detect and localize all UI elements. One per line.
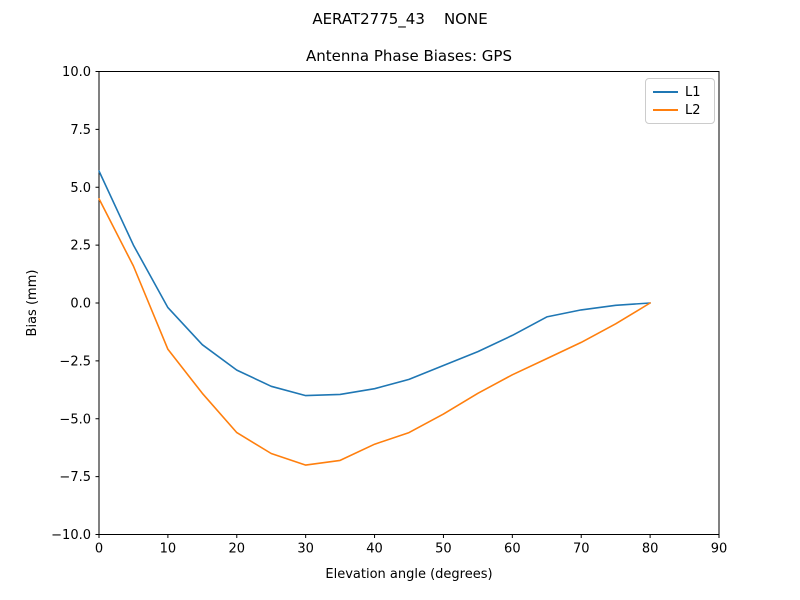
- x-tick-label: 20: [229, 542, 246, 557]
- y-tick-label: −5.0: [59, 412, 91, 427]
- axis-ticks: 0 10 20 30 40 50 60 70 80 90 −10.0 −7.5 −5.0 −2.5 0.0 2…: [51, 65, 727, 557]
- legend-entry-l2: L2: [653, 104, 707, 117]
- series-line-l1: [98, 170, 651, 397]
- x-tick-label: 50: [435, 542, 452, 557]
- y-tick-label: −2.5: [59, 354, 91, 369]
- legend-line-swatch-l1: [653, 91, 678, 93]
- legend-entry-l1: L1: [653, 86, 707, 99]
- y-tick-label: 7.5: [70, 123, 91, 138]
- axes-title: Antenna Phase Biases: GPS: [306, 47, 512, 65]
- y-tick-label: −7.5: [59, 470, 91, 485]
- y-tick-label: 10.0: [62, 65, 91, 80]
- legend-label-l1: L1: [685, 84, 701, 100]
- figure-title: AERAT2775_43 NONE: [312, 10, 488, 28]
- axes-spines: [98, 71, 720, 535]
- x-tick-label: 70: [573, 542, 590, 557]
- y-tick-label: 5.0: [70, 181, 91, 196]
- y-tick-label: 0.0: [70, 297, 91, 312]
- legend-label-l2: L2: [685, 102, 701, 118]
- y-tick-label: −10.0: [51, 528, 91, 543]
- series-lines: [98, 170, 651, 466]
- x-tick-label: 80: [642, 542, 659, 557]
- y-tick-label: 2.5: [70, 239, 91, 254]
- x-axis-label: Elevation angle (degrees): [325, 567, 492, 582]
- y-axis-label: Bias (mm): [25, 270, 40, 337]
- x-tick-label: 0: [95, 542, 103, 557]
- x-tick-label: 40: [366, 542, 383, 557]
- x-tick-label: 30: [297, 542, 314, 557]
- legend-line-swatch-l2: [653, 109, 678, 111]
- legend: L1 L2: [645, 78, 715, 124]
- x-tick-label: 10: [160, 542, 177, 557]
- series-line-l2: [98, 198, 651, 466]
- x-tick-label: 60: [504, 542, 521, 557]
- x-tick-label: 90: [711, 542, 728, 557]
